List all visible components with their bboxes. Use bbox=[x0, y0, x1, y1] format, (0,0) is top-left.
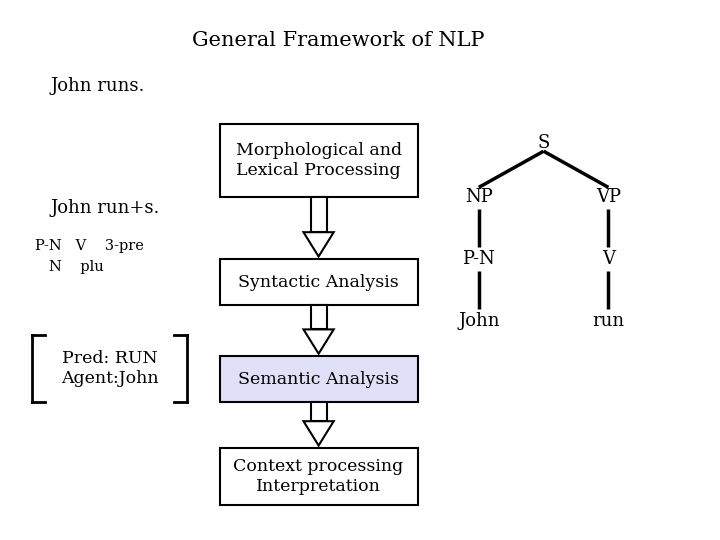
Text: General Framework of NLP: General Framework of NLP bbox=[192, 31, 485, 50]
Text: V: V bbox=[602, 250, 615, 268]
FancyBboxPatch shape bbox=[220, 259, 418, 305]
Text: John: John bbox=[458, 312, 500, 330]
Text: N    plu: N plu bbox=[49, 260, 104, 274]
Text: Context processing
Interpretation: Context processing Interpretation bbox=[233, 458, 404, 495]
Text: S: S bbox=[537, 134, 550, 152]
Polygon shape bbox=[311, 305, 327, 329]
Text: Pred: RUN
Agent:John: Pred: RUN Agent:John bbox=[61, 350, 158, 387]
Text: run: run bbox=[593, 312, 624, 330]
Text: John runs.: John runs. bbox=[50, 77, 145, 96]
Polygon shape bbox=[311, 402, 327, 421]
FancyBboxPatch shape bbox=[220, 448, 418, 505]
Polygon shape bbox=[304, 329, 334, 354]
Text: Morphological and
Lexical Processing: Morphological and Lexical Processing bbox=[235, 143, 402, 179]
FancyBboxPatch shape bbox=[220, 356, 418, 402]
Text: P-N   V    3-pre: P-N V 3-pre bbox=[35, 239, 143, 253]
Text: Syntactic Analysis: Syntactic Analysis bbox=[238, 274, 399, 291]
FancyBboxPatch shape bbox=[220, 124, 418, 197]
Text: John run+s.: John run+s. bbox=[50, 199, 160, 217]
Text: Semantic Analysis: Semantic Analysis bbox=[238, 371, 399, 388]
Text: VP: VP bbox=[596, 188, 621, 206]
Text: P-N: P-N bbox=[462, 250, 495, 268]
Polygon shape bbox=[304, 232, 334, 256]
Polygon shape bbox=[311, 197, 327, 232]
Polygon shape bbox=[304, 421, 334, 445]
Text: NP: NP bbox=[465, 188, 492, 206]
